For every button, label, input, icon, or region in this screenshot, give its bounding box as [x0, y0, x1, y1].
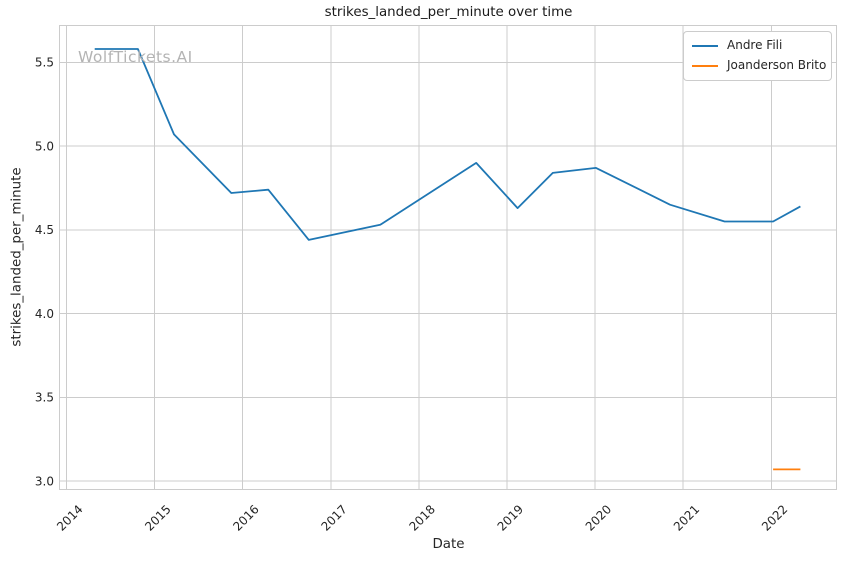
legend-swatch	[692, 44, 718, 47]
x-tick-label: 2021	[671, 502, 702, 533]
x-tick-label: 2020	[583, 502, 614, 533]
x-tick-label: 2018	[407, 502, 438, 533]
chart-title: strikes_landed_per_minute over time	[324, 5, 573, 20]
plot-area	[59, 25, 837, 490]
y-tick-label: 5.0	[35, 139, 54, 153]
x-axis-label: Date	[432, 537, 465, 552]
legend-swatch	[692, 64, 718, 67]
x-tick-label: 2014	[54, 502, 85, 533]
legend-label: Joanderson Brito	[727, 58, 827, 72]
y-axis-label: strikes_landed_per_minute	[9, 167, 25, 347]
series-line-andre-fili	[94, 48, 801, 241]
legend-label: Andre Fili	[727, 38, 783, 52]
y-tick-label: 5.5	[35, 56, 54, 70]
x-tick-label: 2022	[759, 502, 790, 533]
legend: Andre Fili Joanderson Brito	[683, 31, 832, 81]
y-tick-label: 4.5	[35, 223, 54, 237]
legend-item-joanderson-brito: Joanderson Brito	[692, 58, 827, 73]
legend-item-andre-fili: Andre Fili	[692, 38, 823, 53]
y-tick-label: 3.5	[35, 391, 54, 405]
x-tick-label: 2017	[318, 502, 349, 533]
y-tick-label: 4.0	[35, 307, 54, 321]
y-tick-label: 3.0	[35, 474, 54, 488]
watermark: WolfTickets.AI	[78, 48, 193, 66]
x-tick-label: 2019	[495, 502, 526, 533]
plot-border	[59, 25, 837, 490]
x-tick-label: 2016	[230, 502, 261, 533]
x-tick-label: 2015	[142, 502, 173, 533]
